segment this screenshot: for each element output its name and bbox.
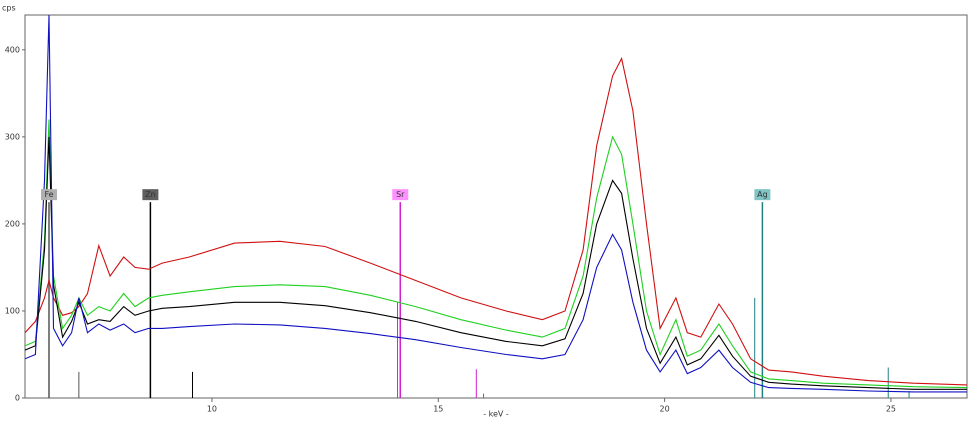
element-label-box — [754, 189, 771, 201]
x-tick-label: 25 — [886, 405, 896, 414]
y-tick-label: 100 — [5, 306, 20, 315]
element-label-box — [142, 189, 159, 201]
y-tick-label: 300 — [5, 132, 20, 141]
x-axis-label: - keV - — [483, 410, 509, 419]
x-tick-label: 20 — [660, 405, 670, 414]
element-label-box — [392, 189, 409, 201]
plot-area — [25, 15, 967, 398]
element-label: Ag — [757, 190, 768, 199]
plot-frame — [24, 14, 968, 399]
y-tick-label: 400 — [5, 45, 20, 54]
spectrum-line — [25, 136, 967, 390]
element-label: Sr — [396, 190, 405, 199]
element-label: Fe — [44, 190, 53, 199]
x-tick-label: 15 — [433, 405, 443, 414]
spectrum-line — [25, 15, 967, 393]
spectrum-line — [25, 56, 967, 386]
y-axis-label: cps — [2, 4, 16, 13]
y-tick-label: 200 — [5, 219, 20, 228]
x-tick-label: 10 — [207, 405, 217, 414]
y-tick-label: 0 — [15, 394, 20, 403]
spectrum-line — [25, 119, 967, 389]
element-label: Zn — [145, 190, 156, 199]
element-label-box — [40, 189, 57, 201]
